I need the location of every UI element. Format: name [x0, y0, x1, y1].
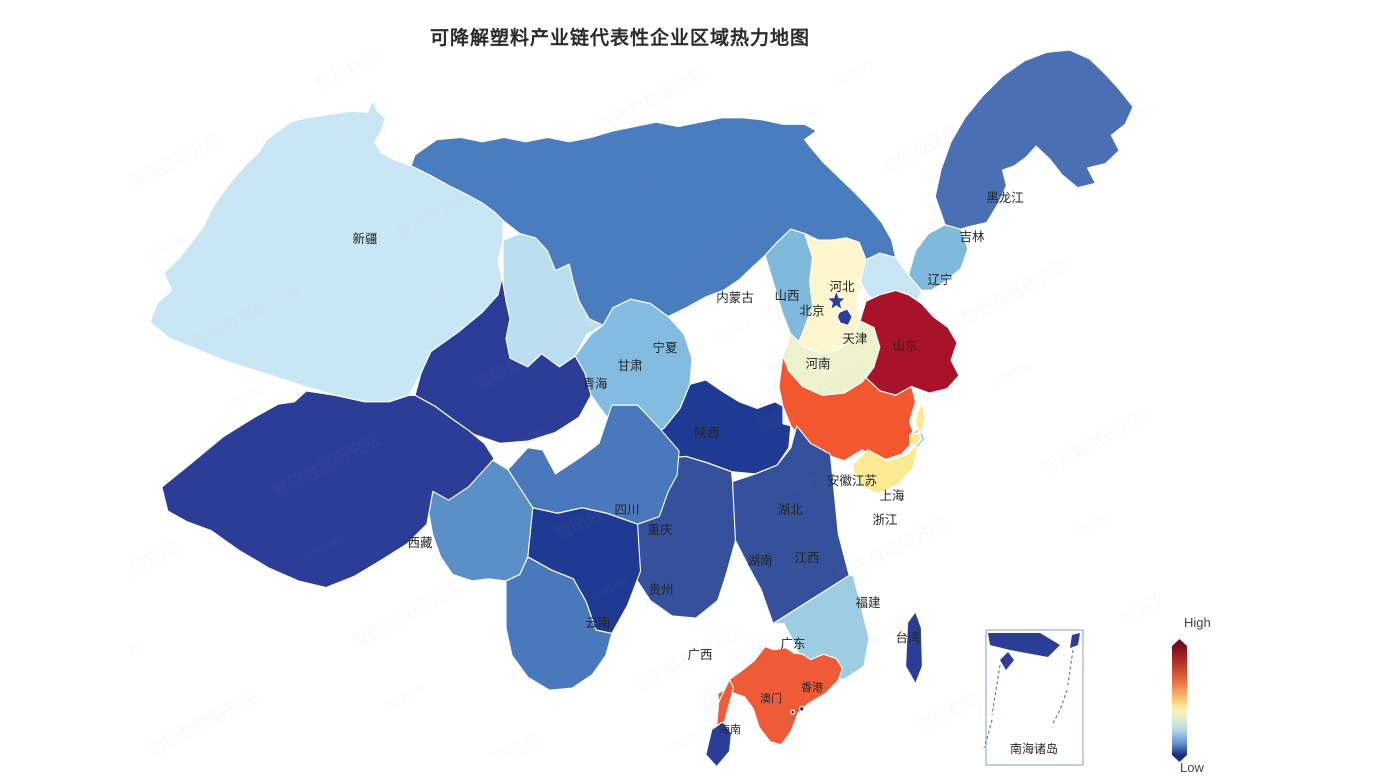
svg-text:宁夏: 宁夏: [652, 340, 678, 355]
svg-text:吉林: 吉林: [959, 230, 985, 244]
svg-text:重庆: 重庆: [647, 522, 673, 537]
svg-text:河南: 河南: [805, 356, 830, 371]
svg-text:四川: 四川: [614, 503, 639, 517]
svg-text:青海: 青海: [582, 376, 608, 391]
svg-text:山西: 山西: [774, 289, 799, 303]
svg-text:北京: 北京: [799, 304, 824, 318]
svg-text:台湾: 台湾: [895, 630, 920, 645]
svg-text:High: High: [1184, 615, 1211, 630]
svg-text:福建: 福建: [855, 595, 881, 610]
svg-text:广东: 广东: [780, 637, 805, 651]
svg-text:内蒙古: 内蒙古: [716, 290, 754, 305]
svg-text:湖南: 湖南: [747, 553, 772, 568]
svg-text:湖北: 湖北: [777, 502, 803, 517]
svg-text:安徽江苏: 安徽江苏: [827, 473, 877, 488]
svg-text:海南: 海南: [719, 722, 741, 736]
svg-text:山东: 山东: [892, 339, 917, 353]
svg-text:香港: 香港: [801, 681, 823, 694]
svg-text:辽宁: 辽宁: [927, 272, 952, 287]
svg-text:甘肃: 甘肃: [617, 359, 642, 373]
svg-text:Low: Low: [1180, 760, 1204, 775]
svg-text:陕西: 陕西: [694, 425, 719, 440]
svg-text:云南: 云南: [585, 615, 610, 630]
svg-text:江西: 江西: [794, 551, 819, 565]
svg-text:新疆: 新疆: [352, 231, 377, 246]
svg-text:黑龙江: 黑龙江: [986, 191, 1024, 205]
svg-text:天津: 天津: [842, 332, 867, 346]
svg-text:浙江: 浙江: [872, 512, 897, 527]
svg-text:贵州: 贵州: [648, 583, 673, 597]
svg-text:河北: 河北: [829, 280, 855, 294]
svg-text:西藏: 西藏: [407, 536, 433, 550]
svg-text:南海诸岛: 南海诸岛: [1010, 741, 1058, 756]
svg-text:广西: 广西: [687, 648, 712, 662]
svg-text:澳门: 澳门: [760, 691, 782, 705]
svg-text:上海: 上海: [879, 488, 905, 503]
